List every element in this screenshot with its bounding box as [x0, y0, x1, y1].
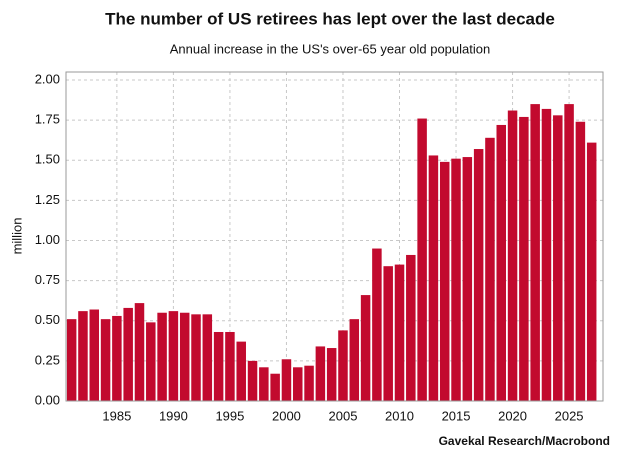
- x-tick-label: 1995: [215, 408, 244, 423]
- bar: [89, 309, 100, 401]
- x-tick-label: 2015: [442, 408, 471, 423]
- y-tick-label: 0.25: [35, 352, 60, 367]
- bar: [78, 311, 88, 401]
- bar: [247, 360, 258, 401]
- bar: [326, 348, 337, 401]
- y-tick-label: 0.00: [35, 392, 60, 407]
- y-tick-label: 0.50: [35, 312, 60, 327]
- bar: [473, 149, 484, 401]
- bar: [496, 124, 507, 402]
- bar: [179, 312, 190, 401]
- bar: [281, 359, 292, 401]
- y-tick-label: 1.75: [35, 112, 60, 127]
- y-tick-label: 2.00: [35, 71, 60, 86]
- x-tick-label: 2000: [272, 408, 301, 423]
- bar: [100, 319, 111, 401]
- bar: [372, 248, 382, 401]
- bar: [507, 110, 518, 401]
- x-tick-label: 1985: [102, 408, 131, 423]
- bar: [564, 104, 574, 401]
- bar: [349, 319, 360, 401]
- bar: [462, 157, 473, 401]
- bar: [541, 108, 552, 401]
- bar: [157, 312, 167, 401]
- x-tick-label: 1990: [159, 408, 188, 423]
- bar: [417, 118, 427, 401]
- bar: [428, 155, 439, 401]
- y-tick-label: 1.00: [35, 232, 60, 247]
- y-tick-label: 0.75: [35, 272, 60, 287]
- x-tick-label: 2005: [329, 408, 358, 423]
- bar: [530, 104, 540, 401]
- bar: [304, 365, 314, 401]
- x-tick-label: 2010: [385, 408, 414, 423]
- bar: [439, 161, 450, 401]
- bar: [383, 266, 393, 401]
- bar: [553, 115, 563, 401]
- bar: [293, 367, 303, 401]
- bar: [134, 303, 145, 401]
- bar: [123, 307, 133, 401]
- bar: [451, 158, 461, 401]
- bar: [575, 121, 586, 401]
- bar: [236, 341, 246, 401]
- bar: [519, 116, 529, 401]
- bar: [315, 346, 326, 401]
- bar: [191, 314, 201, 401]
- bar: [146, 322, 156, 401]
- bar: [202, 314, 213, 401]
- chart-subtitle: Annual increase in the US's over-65 year…: [170, 41, 490, 56]
- chart-title: The number of US retirees has lept over …: [105, 9, 555, 28]
- bar: [168, 311, 179, 401]
- plot-frame: [65, 71, 604, 402]
- bar: [485, 137, 495, 402]
- bar: [270, 373, 280, 401]
- x-tick-label: 2025: [555, 408, 584, 423]
- bar: [66, 319, 77, 401]
- y-axis-label: million: [9, 218, 24, 255]
- y-tick-label: 1.25: [35, 192, 60, 207]
- bar: [338, 330, 348, 401]
- bar: [406, 254, 416, 401]
- bar: [259, 367, 269, 401]
- bar: [360, 295, 371, 401]
- bar: [394, 264, 405, 401]
- x-tick-label: 2020: [498, 408, 527, 423]
- bar: [225, 331, 235, 401]
- bar: [213, 331, 224, 401]
- bar: [112, 315, 122, 401]
- y-tick-label: 1.50: [35, 152, 60, 167]
- source: Gavekal Research/Macrobond: [439, 434, 610, 448]
- bar: [586, 142, 597, 402]
